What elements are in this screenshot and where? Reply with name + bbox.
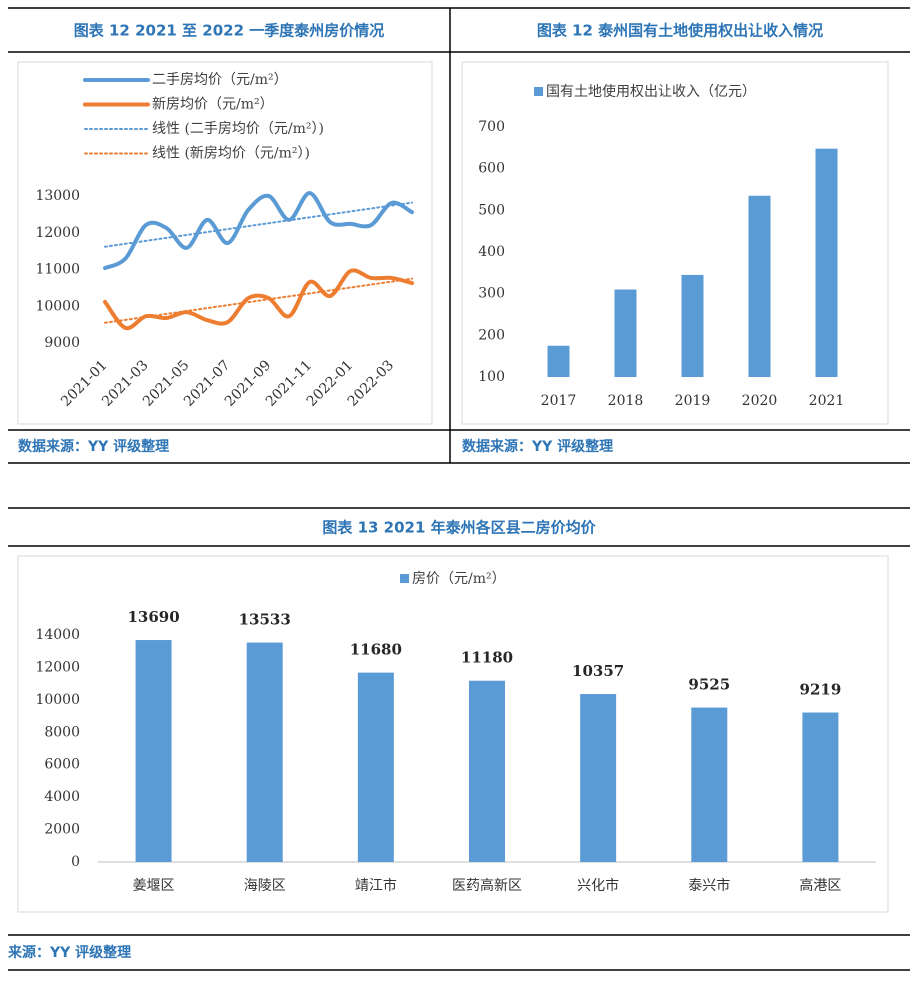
x-tick-label: 2021: [809, 393, 845, 409]
y-tick-label: 700: [478, 119, 505, 135]
chart-title: 图表 13 2021 年泰州各区县二房价均价: [322, 519, 596, 537]
legend-swatch: [534, 87, 543, 96]
bar: [681, 274, 704, 377]
y-tick-label: 300: [478, 286, 505, 302]
y-tick-label: 2000: [44, 822, 80, 838]
y-tick-label: 8000: [44, 724, 80, 740]
trend-line: [104, 201, 413, 248]
y-tick-label: 400: [478, 244, 505, 260]
y-tick-label: 4000: [44, 789, 80, 805]
x-tick-label: 姜堰区: [133, 878, 175, 894]
frame-lines: [8, 7, 910, 971]
chart-title: 图表 12 泰州国有土地使用权出让收入情况: [537, 22, 823, 40]
y-tick-label: 14000: [35, 627, 80, 643]
chart-title: 图表 12 2021 至 2022 一季度泰州房价情况: [74, 22, 384, 40]
legend-label: 新房均价（元/m²）: [152, 97, 274, 113]
bar: [815, 148, 838, 377]
trend-line: [104, 277, 413, 324]
x-tick-label: 兴化市: [577, 877, 619, 894]
source: 数据来源：YY 评级整理: [18, 438, 169, 455]
legend-label: 国有土地使用权出让收入（亿元）: [546, 83, 756, 100]
y-tick-label: 100: [478, 369, 505, 385]
x-tick-label: 靖江市: [355, 877, 397, 894]
bar: [246, 642, 283, 862]
legend-label: 线性 (新房均价（元/m²）): [152, 146, 310, 162]
legend-swatch: [400, 574, 409, 583]
bar: [580, 694, 617, 862]
legend-label: 二手房均价（元/m²）: [152, 72, 288, 88]
y-tick-label: 12000: [35, 225, 80, 241]
bar: [135, 640, 172, 862]
y-tick-label: 600: [478, 161, 505, 177]
data-label: 10357: [572, 662, 624, 680]
y-tick-label: 500: [478, 202, 505, 218]
y-tick-label: 9000: [44, 335, 80, 351]
data-label: 11180: [461, 649, 513, 667]
line: [103, 268, 414, 331]
bar: [547, 345, 570, 377]
data-label: 13690: [127, 608, 179, 626]
bar: [802, 712, 839, 862]
legend-label: 线性 (二手房均价（元/m²）): [152, 121, 324, 137]
y-tick-label: 11000: [35, 262, 80, 278]
bar: [469, 680, 505, 862]
x-tick-label: 2019: [675, 393, 711, 409]
data-label: 11680: [350, 641, 402, 659]
y-tick-label: 10000: [35, 692, 80, 708]
x-tick-label: 2018: [608, 393, 644, 409]
y-tick-label: 6000: [44, 757, 80, 773]
source: 数据来源：YY 评级整理: [462, 438, 613, 455]
bar: [691, 707, 728, 862]
y-tick-label: 0: [71, 854, 80, 870]
source: 来源：YY 评级整理: [7, 944, 131, 961]
line: [103, 191, 414, 271]
bar: [357, 672, 394, 862]
legend-label: 房价（元/m²）: [412, 571, 506, 587]
x-tick-label: 高港区: [799, 877, 841, 894]
data-label: 9525: [688, 676, 730, 694]
data-label: 9219: [800, 681, 842, 699]
x-tick-label: 泰兴市: [688, 877, 730, 894]
data-label: 13533: [239, 611, 291, 629]
x-tick-label: 2017: [541, 393, 577, 409]
x-tick-label: 海陵区: [244, 878, 286, 894]
y-tick-label: 12000: [35, 659, 80, 675]
y-tick-label: 200: [478, 327, 505, 343]
x-tick-label: 医药高新区: [452, 877, 522, 894]
bar: [748, 195, 771, 377]
y-tick-label: 13000: [35, 188, 80, 204]
bar: [614, 289, 637, 377]
chart-borders: [17, 61, 889, 913]
y-tick-label: 10000: [35, 298, 80, 314]
x-tick-label: 2020: [742, 393, 778, 409]
